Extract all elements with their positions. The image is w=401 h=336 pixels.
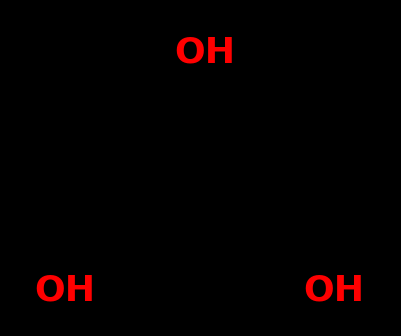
Text: OH: OH (303, 274, 364, 307)
Text: OH: OH (34, 274, 95, 307)
Text: OH: OH (174, 35, 235, 69)
